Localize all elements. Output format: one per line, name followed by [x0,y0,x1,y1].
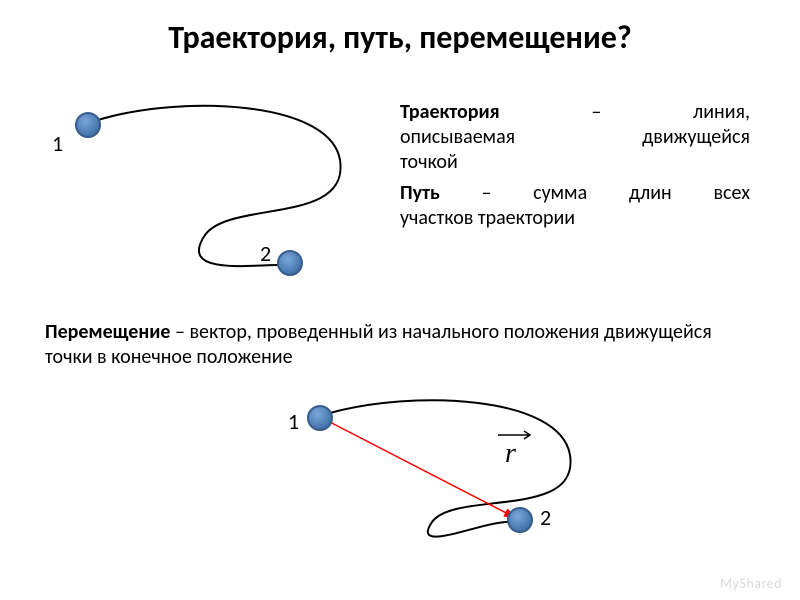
term-path: Путь [400,181,440,205]
term-trajectory: Траектория [400,100,500,124]
diagram-canvas: r [0,0,800,600]
label-point1-top: 1 [52,130,63,157]
definition-path: Путь – сумма длин всех участков траектор… [400,181,750,231]
point-1-bottom [308,406,332,430]
label-point1-bottom: 1 [288,408,299,435]
term-displacement: Перемещение [45,320,170,344]
body-trajectory-line2: описываемая движущейся [400,125,750,150]
label-point2-top: 2 [260,240,271,267]
point-1-top [76,113,100,137]
displacement-vector [322,418,516,518]
label-point2-bottom: 2 [540,504,551,531]
watermark: MyShared [720,575,782,592]
vector-label: r [505,438,516,469]
point-2-bottom [508,508,532,532]
trajectory-curve-bottom [330,400,571,536]
point-2-top [278,251,302,275]
definition-displacement: Перемещение – вектор, проведенный из нач… [45,320,755,370]
definition-trajectory: Траектория – линия, описываемая движущей… [400,100,750,175]
trajectory-curve-top [98,106,341,266]
